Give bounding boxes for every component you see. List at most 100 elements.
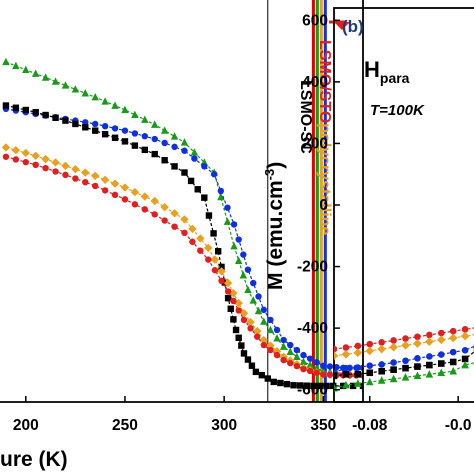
panel-a-data-point xyxy=(246,317,255,327)
panel-a-data-point xyxy=(61,161,70,171)
panel-a-data-point xyxy=(51,77,60,85)
panel-b-data-point xyxy=(437,368,446,377)
field-direction-label: Hpara xyxy=(364,57,410,86)
panel-a-data-point xyxy=(131,142,139,149)
panel-a-data-point xyxy=(273,351,281,359)
panel-a-data-point xyxy=(260,306,268,314)
panel-a-data-point xyxy=(196,234,205,243)
panel-a-data-point xyxy=(339,382,347,390)
panel-a-data-point xyxy=(326,363,334,370)
panel-b-data-point xyxy=(334,372,338,380)
panel-a-chart: 200 250 300 350 ure (K) LSMO-SC LSMO/STOpol… xyxy=(0,0,364,471)
panel-a-data-point xyxy=(22,158,29,166)
panel-a-data-point xyxy=(273,334,281,342)
panel-b-y-ticks: 600 400 200 0 -200 -400 -600 xyxy=(297,12,340,399)
panel-a-data-point xyxy=(205,212,213,219)
panel-a-data-point xyxy=(72,120,79,128)
panel-a-data-point xyxy=(293,352,301,360)
panel-a-data-point xyxy=(300,351,307,359)
panel-a-data-point xyxy=(140,192,150,201)
y-tick-label: -200 xyxy=(297,259,328,276)
panel-a-series-line xyxy=(5,104,363,387)
panel-a-data-point xyxy=(313,359,320,366)
panel-a-data-point xyxy=(141,115,149,123)
panel-a-data-point xyxy=(229,288,238,298)
panel-a-data-point xyxy=(277,379,284,387)
panel-a-data-point xyxy=(211,267,219,274)
panel-b-data-point xyxy=(449,366,458,375)
panel-a-data-point xyxy=(230,297,237,305)
panel-b-data-point xyxy=(390,359,397,366)
panel-a-data-point xyxy=(170,209,179,218)
panel-a-data-point xyxy=(253,326,262,336)
panel-a-data-point xyxy=(239,271,248,279)
panel-a-data-point xyxy=(41,73,50,81)
panel-a-data-point xyxy=(92,182,99,190)
panel-a-data-point xyxy=(320,362,327,370)
panel-a-data-point xyxy=(22,65,30,73)
panel-a-data-point xyxy=(244,356,252,363)
panel-b-data-point xyxy=(342,370,350,378)
panel-a-data-point xyxy=(194,186,201,193)
panel-a-data-point xyxy=(306,355,314,362)
panel-a-data-point xyxy=(240,316,248,324)
panel-b-data-point xyxy=(425,337,434,346)
x-tick-label: 350 xyxy=(310,417,336,434)
panel-a-series-line xyxy=(5,61,363,375)
panel-a-data-point xyxy=(255,293,262,300)
panel-a-data-point xyxy=(91,92,99,101)
panel-b-data-point xyxy=(437,351,445,358)
panel-a-data-point xyxy=(224,294,232,302)
panel-a-data-point xyxy=(280,336,287,344)
panel-a-data-point xyxy=(160,126,169,134)
panel-a-data-point xyxy=(2,102,10,109)
panel-b-data-point xyxy=(377,376,386,384)
panel-a-data-point xyxy=(151,135,158,143)
annotation-polycrystalline: polycrystalline xyxy=(316,123,333,235)
y-label-close: ) xyxy=(264,162,287,169)
panel-a-data-point xyxy=(141,206,149,213)
panel-a-data-point xyxy=(247,325,254,332)
panel-a-data-point xyxy=(210,230,217,237)
panel-b-data-point xyxy=(366,362,374,369)
panel-a-data-point xyxy=(250,279,257,287)
panel-a-data-point xyxy=(52,168,59,175)
panel-a-data-point xyxy=(217,267,226,276)
panel-a-data-point xyxy=(316,382,324,390)
panel-a-data-point xyxy=(279,342,288,350)
panel-a-data-point xyxy=(349,382,357,390)
panel-a-data-point xyxy=(11,145,21,155)
panel-a-data-point xyxy=(2,57,10,66)
panel-a-data-point xyxy=(62,171,69,179)
panel-b-data-point xyxy=(449,327,457,335)
panel-a-data-point xyxy=(326,371,334,378)
panel-b-data-point xyxy=(341,349,351,359)
panel-b-data-point xyxy=(334,345,338,353)
panel-a-data-point xyxy=(171,223,178,230)
panel-a-data-point xyxy=(191,155,198,162)
panel-b-label: (b) xyxy=(342,17,364,36)
panel-a-data-point xyxy=(71,85,80,93)
y-tick-label: -600 xyxy=(297,382,328,399)
panel-a-data-point xyxy=(254,306,263,315)
panel-a-data-point xyxy=(240,350,248,357)
panel-a-data-point xyxy=(218,263,225,271)
panel-b-series xyxy=(334,326,474,353)
panel-b-data-point xyxy=(342,344,350,351)
panel-a-data-point xyxy=(151,150,158,158)
panel-b-data-point xyxy=(402,335,409,342)
panel-a-data-point xyxy=(111,101,119,109)
y-tick-label: -400 xyxy=(297,320,328,337)
panel-b-series xyxy=(334,346,474,380)
panel-a-data-point xyxy=(267,316,274,324)
panel-a-data-point xyxy=(100,175,110,184)
panel-a-data-point xyxy=(303,382,310,389)
panel-a-data-point xyxy=(131,110,139,118)
panel-a-data-point xyxy=(320,371,327,378)
panel-b-data-point xyxy=(365,346,375,356)
panel-a-data-point xyxy=(120,183,130,192)
panel-a-data-point xyxy=(273,326,281,334)
panel-a-data-point xyxy=(244,266,252,273)
panel-a-data-point xyxy=(81,89,89,97)
